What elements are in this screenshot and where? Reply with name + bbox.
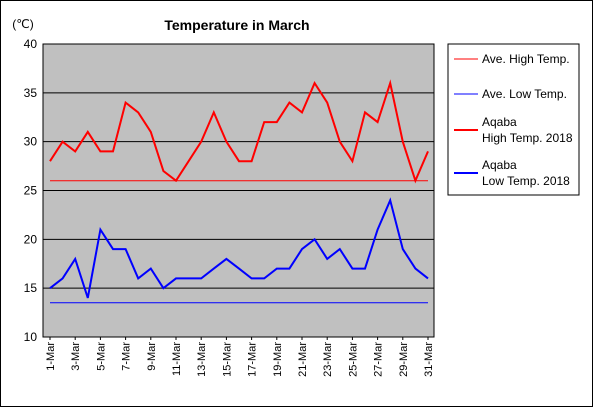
- legend-label-3: Low Temp. 2018: [482, 174, 570, 188]
- x-axis-ticks: 1-Mar 3-Mar 5-Mar 7-Mar 9-Mar 11-Mar 13-Mar 15-…: [45, 337, 435, 377]
- legend-label-2: High Temp. 2018: [482, 131, 573, 145]
- legend-label-0: Ave. High Temp.: [482, 52, 570, 66]
- x-tick-label: 13-Mar: [196, 342, 208, 377]
- x-tick-label: 31-Mar: [423, 342, 435, 377]
- x-tick-label: 1-Mar: [45, 342, 57, 371]
- x-tick-label: 11-Mar: [171, 342, 183, 376]
- x-tick-label: 21-Mar: [297, 342, 309, 377]
- y-tick-label: 25: [24, 184, 38, 198]
- x-tick-label: 23-Mar: [322, 342, 334, 377]
- x-tick-label: 19-Mar: [272, 342, 284, 377]
- x-tick-label: 9-Mar: [146, 342, 158, 371]
- y-tick-label: 40: [24, 37, 38, 51]
- x-tick-label: 7-Mar: [121, 342, 133, 371]
- legend-box: [447, 43, 580, 196]
- x-tick-label: 5-Mar: [95, 342, 107, 371]
- y-tick-label: 15: [24, 281, 38, 295]
- x-tick-label: 27-Mar: [373, 342, 385, 377]
- y-axis-ticks: 10 15 20 25 30 35 40: [24, 37, 38, 344]
- grid-lines: [43, 92, 434, 289]
- series-line-3: [49, 197, 429, 299]
- y-axis-unit: (℃): [12, 17, 33, 31]
- legend-label-2: Aqaba: [482, 115, 517, 129]
- series-line-2: [49, 79, 429, 184]
- x-tick-label: 25-Mar: [347, 342, 359, 377]
- chart-title: Temperature in March: [164, 17, 309, 33]
- x-tick-label: 15-Mar: [221, 342, 233, 377]
- y-tick-label: 20: [24, 232, 38, 246]
- x-tick-label: 29-Mar: [398, 342, 410, 377]
- y-tick-label: 30: [24, 135, 38, 149]
- legend-label-3: Aqaba: [482, 158, 517, 172]
- x-tick-label: 17-Mar: [247, 342, 259, 377]
- x-tick-label: 3-Mar: [70, 342, 82, 371]
- y-tick-label: 35: [24, 86, 38, 100]
- series-lines: [49, 79, 429, 304]
- legend-label-1: Ave. Low Temp.: [482, 87, 567, 101]
- legend: Ave. High Temp. Ave. Low Temp. Aqaba High T…: [454, 52, 573, 188]
- y-tick-label: 10: [24, 330, 38, 344]
